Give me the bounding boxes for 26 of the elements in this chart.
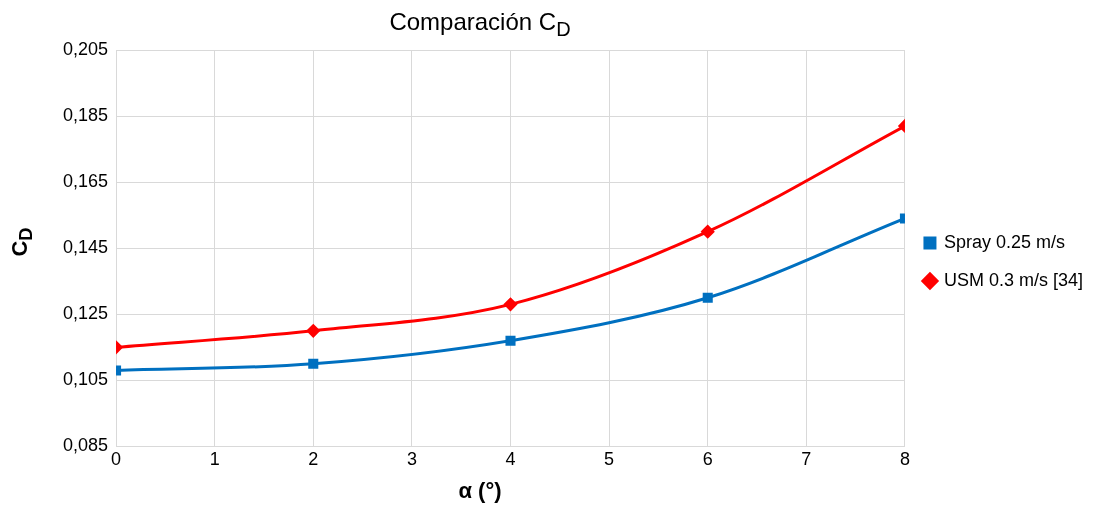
chart-title: Comparación C$_{D}$ bbox=[389, 8, 571, 41]
y-tick-label: 0,105 bbox=[63, 369, 109, 390]
x-tick-label: 0 bbox=[111, 449, 122, 470]
y-tick-label: 0,145 bbox=[63, 237, 109, 258]
point bbox=[504, 297, 517, 311]
y-tick-label: 0,205 bbox=[63, 38, 109, 59]
x-tick-label: 5 bbox=[604, 449, 615, 470]
y-tick-label: 0,185 bbox=[63, 105, 109, 126]
x-tick-label: 2 bbox=[308, 449, 319, 470]
y-tick-label: 0,085 bbox=[63, 435, 109, 456]
x-tick-label: 6 bbox=[702, 449, 713, 470]
x-tick-label: 7 bbox=[801, 449, 812, 470]
y-tick-label: 0,125 bbox=[63, 303, 109, 324]
x-tick-label: 1 bbox=[209, 449, 220, 470]
y-tick-label: 0,165 bbox=[63, 171, 109, 192]
point bbox=[702, 292, 713, 303]
x-tick-label: 8 bbox=[899, 449, 910, 470]
x-axis-title: α (°) bbox=[458, 478, 502, 504]
point bbox=[701, 225, 715, 239]
point bbox=[308, 358, 319, 369]
x-tick-label: 3 bbox=[406, 449, 417, 470]
legend-label: USM 0.3 m/s [34] bbox=[943, 269, 1083, 290]
x-tick-label: 4 bbox=[505, 449, 516, 470]
point bbox=[306, 324, 320, 338]
legend-label: Spray 0.25 m/s bbox=[943, 231, 1066, 252]
point bbox=[505, 335, 516, 346]
